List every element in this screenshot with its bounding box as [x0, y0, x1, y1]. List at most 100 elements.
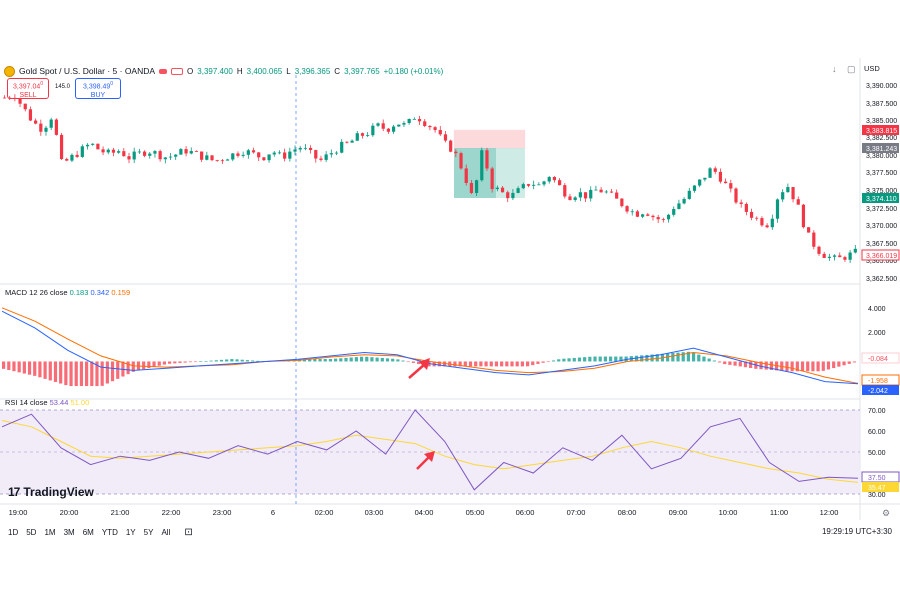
- macd-hist-bar: [199, 361, 203, 363]
- macd-hist-bar: [370, 357, 374, 362]
- timeframe-1y[interactable]: 1Y: [125, 527, 136, 537]
- clock-display[interactable]: 19:29:19 UTC+3:30: [821, 527, 892, 536]
- macd-hist-bar: [188, 361, 192, 363]
- candle-body: [749, 211, 754, 218]
- candle-body: [70, 154, 74, 161]
- macd-hist-bar: [515, 361, 519, 367]
- timeframe-6m[interactable]: 6M: [82, 527, 94, 537]
- macd-hist-bar: [489, 361, 493, 367]
- macd-hist-bar: [764, 361, 768, 370]
- macd-legend[interactable]: MACD 12 26 close 0.183 0.342 0.159: [5, 288, 130, 297]
- time-tick: 04:00: [415, 508, 434, 517]
- candle-body: [308, 147, 313, 151]
- open-value: 3,397.400: [197, 66, 233, 76]
- candle-body: [142, 151, 147, 156]
- logo-text: TradingView: [23, 485, 94, 499]
- macd-hist-bar: [738, 361, 742, 367]
- last-price-tag: [862, 143, 899, 153]
- sell-button[interactable]: 3,397.040 SELL: [7, 78, 49, 99]
- rsi-legend[interactable]: RSI 14 close 53.44 51.00: [5, 398, 89, 407]
- macd-hist-bar: [157, 361, 161, 366]
- timeframe-5d[interactable]: 5D: [26, 527, 37, 537]
- flag-icon[interactable]: [171, 67, 184, 75]
- timeframe-1d[interactable]: 1D: [8, 527, 19, 537]
- macd-hist-bar: [479, 361, 483, 367]
- timeframe-5y[interactable]: 5Y: [143, 527, 154, 537]
- macd-hist-bar: [313, 359, 317, 362]
- rsi-ma-tag-text: 35.47: [868, 485, 886, 492]
- macd-hist-bar: [401, 360, 405, 362]
- buy-button[interactable]: 3,398.490 BUY: [75, 78, 121, 99]
- macd-hist-bar: [214, 360, 218, 362]
- macd-hist-bar: [671, 352, 675, 362]
- macd-hist-bar: [474, 361, 478, 367]
- timeframe-ytd[interactable]: YTD: [101, 527, 118, 537]
- time-tick: 19:00: [9, 508, 28, 517]
- stop-loss-zone[interactable]: [453, 129, 526, 149]
- price-tick: 3,387.500: [866, 101, 897, 108]
- currency-label[interactable]: USD: [864, 64, 880, 73]
- target-price-tag: [862, 193, 899, 203]
- macd-hist-bar: [219, 359, 224, 362]
- candle-body: [760, 218, 764, 226]
- candle-body: [28, 109, 33, 121]
- candle-body: [360, 133, 365, 136]
- candle-body: [734, 188, 738, 203]
- tradingview-logo[interactable]: 17 TradingView: [8, 485, 94, 499]
- macd-hist-bar: [593, 356, 597, 362]
- macd-hist-bar: [69, 361, 73, 387]
- candle-body: [44, 127, 48, 132]
- candle-body: [231, 153, 235, 160]
- macd-hist-bar: [33, 361, 37, 376]
- candle-body: [220, 160, 224, 162]
- timeframe-1m[interactable]: 1M: [44, 527, 56, 537]
- settings-gear-icon[interactable]: ⚙: [882, 508, 890, 518]
- symbol-title[interactable]: Gold Spot / U.S. Dollar · 5 · OANDA: [19, 66, 156, 76]
- candle-body: [656, 217, 660, 220]
- candle-body: [672, 208, 676, 215]
- macd-hist-bar: [79, 361, 84, 387]
- timeframe-bar: 1D 5D 1M 3M 6M YTD 1Y 5Y All ⊡: [0, 522, 900, 542]
- price-tick: 3,370.000: [866, 223, 897, 230]
- macd-hist-bar: [147, 361, 151, 369]
- candle-body: [490, 168, 494, 190]
- macd-hist-bar: [484, 361, 488, 367]
- candle-body: [91, 143, 95, 145]
- candle-body: [371, 125, 375, 136]
- candle-body: [277, 152, 282, 154]
- stop-price-tag: [862, 125, 899, 135]
- macd-signal-tag-text: -1.958: [868, 378, 888, 385]
- macd-hist-bar: [193, 361, 198, 363]
- macd-hist-bar: [328, 359, 333, 362]
- rsi-ma-line: [1, 420, 859, 483]
- candle-body: [801, 204, 806, 228]
- macd-hist-bar: [90, 361, 94, 387]
- macd-line-tag: [862, 385, 899, 395]
- download-icon[interactable]: ↓: [832, 64, 837, 74]
- candle-body: [402, 123, 406, 125]
- candle-body: [687, 190, 691, 199]
- macd-hist-bar: [126, 361, 130, 375]
- macd-line: [1, 310, 859, 385]
- candle-body: [651, 215, 655, 218]
- status-dot-icon: [159, 68, 168, 74]
- candle-body: [127, 156, 131, 160]
- macd-hist-bar: [251, 360, 255, 362]
- macd-hist-bar: [22, 361, 26, 374]
- candle-body: [573, 197, 577, 201]
- fullscreen-icon[interactable]: ▢: [847, 64, 856, 74]
- timeframe-all[interactable]: All: [161, 527, 171, 537]
- candle-body: [558, 180, 562, 186]
- candle-body: [137, 151, 141, 153]
- candle-body: [843, 257, 847, 260]
- close-value: 3,397.765: [344, 66, 380, 76]
- candle-body: [718, 171, 723, 182]
- date-range-icon[interactable]: ⊡: [184, 526, 193, 538]
- candle-body: [59, 134, 64, 160]
- candle-body: [303, 147, 307, 149]
- macd-hist-bar: [785, 361, 789, 372]
- rsi-tick: 70.00: [868, 408, 886, 415]
- candle-body: [153, 151, 157, 154]
- timeframe-3m[interactable]: 3M: [63, 527, 75, 537]
